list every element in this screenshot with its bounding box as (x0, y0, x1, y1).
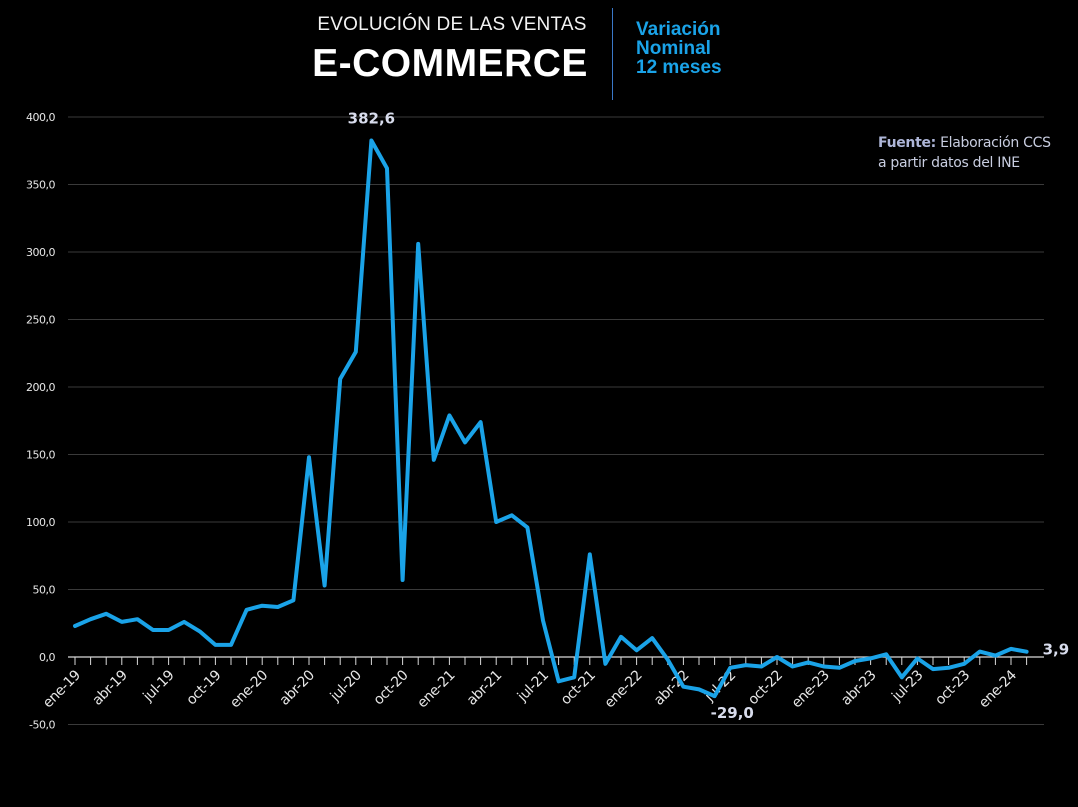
chart-header: EVOLUCIÓN DE LAS VENTAS E-COMMERCE Varia… (0, 0, 1078, 105)
y-tick-label: 0,0 (39, 651, 55, 664)
y-tick-label: 350,0 (26, 179, 55, 192)
y-tick-label: 150,0 (26, 449, 55, 462)
chart-title: E-COMMERCE (312, 42, 588, 85)
source-note: Fuente: Elaboración CCS a partir datos d… (878, 133, 1051, 173)
x-tick-label: oct-19 (183, 668, 224, 709)
x-tick-label: ene-23 (789, 668, 833, 712)
source-text-1: Elaboración CCS (940, 135, 1051, 151)
x-tick-label: ene-22 (602, 668, 646, 712)
series-line-ecommerce (73, 138, 1029, 699)
x-tick-label: abr-23 (838, 668, 879, 709)
x-tick-label: oct-20 (371, 668, 412, 709)
y-tick-label: 50,0 (33, 584, 56, 597)
y-tick-label: 400,0 (26, 111, 55, 124)
x-tick-label: oct-21 (558, 668, 599, 709)
x-tick-label: abr-20 (277, 668, 318, 709)
data-label: 382,6 (348, 109, 395, 127)
x-tick-label: abr-21 (464, 668, 505, 709)
x-tick-label: ene-19 (40, 668, 84, 712)
y-tick-label: -50,0 (29, 719, 55, 732)
x-tick-label: oct-23 (932, 668, 973, 709)
x-tick-label: jul-20 (327, 668, 365, 706)
data-label: 3,9 (1043, 641, 1070, 659)
x-tick-label: abr-19 (89, 668, 130, 709)
chart-supertitle: EVOLUCIÓN DE LAS VENTAS (317, 14, 587, 35)
subtitle-line-3: 12 meses (636, 57, 722, 78)
y-tick-label: 300,0 (26, 246, 55, 259)
y-tick-label: 250,0 (26, 314, 55, 327)
x-tick-label: jul-21 (514, 668, 552, 706)
chart-subtitle: Variación Nominal 12 meses (636, 20, 776, 77)
subtitle-line-2: Nominal (636, 38, 711, 59)
x-tick-label: jul-19 (140, 668, 178, 706)
subtitle-line-1: Variación (636, 19, 721, 40)
x-tick-label: oct-22 (745, 668, 786, 709)
data-label: -29,0 (711, 704, 754, 722)
x-tick-label: ene-21 (414, 668, 458, 712)
y-tick-label: 100,0 (26, 516, 55, 529)
source-label: Fuente: (878, 135, 936, 151)
x-tick-label: ene-20 (227, 668, 271, 712)
x-tick-label: ene-24 (976, 667, 1020, 711)
source-text-2: a partir datos del INE (878, 155, 1020, 171)
y-tick-label: 200,0 (26, 381, 55, 394)
header-divider (612, 8, 613, 100)
